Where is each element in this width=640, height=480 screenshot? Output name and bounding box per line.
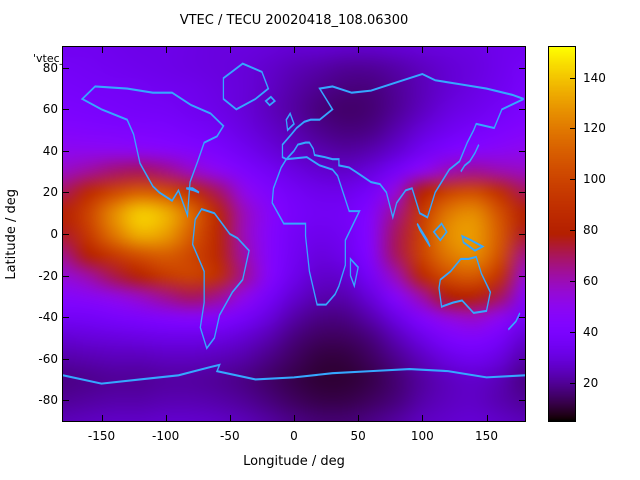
colorbar-tick-label: 120 [583,121,606,136]
coastline-madagascar [349,256,359,289]
y-tick-label: -40 [38,310,58,325]
map-plot-area [62,46,526,422]
coastline-british-isles [285,111,295,132]
plot-title: VTEC / TECU 20020418_108.06300 [179,13,409,28]
y-tick-label: 0 [50,227,58,241]
x-tick-label: -50 [220,429,240,443]
y-tick-label: 60 [42,102,58,117]
y-tick-label: 20 [42,185,58,200]
coastline-antarctica [63,363,525,385]
coastline-africa [271,156,361,306]
colorbar-tick-label: 40 [583,324,599,339]
coastlines-overlay [63,62,525,385]
coastline-australia [438,255,492,315]
x-tick-label: 150 [475,429,498,443]
y-tick-label: 40 [42,143,58,158]
y-tick-label: -80 [38,393,58,408]
colorbar-tick-label: 20 [583,375,599,390]
x-tick-label: 0 [290,429,298,443]
x-tick-label: -100 [152,429,180,443]
colorbar [548,46,576,422]
coastline-iceland [264,95,277,107]
coastline-south-america [191,207,250,350]
coastline-greenland [222,62,270,111]
coastline-north-america [80,85,225,219]
coastline-borneo [432,222,448,242]
y-axis-label-wrap: Latitude / deg [4,47,19,421]
coastline-new-guinea [461,234,485,252]
colorbar-tick-label: 80 [583,223,599,238]
x-axis-label: Longitude / deg [243,454,345,469]
coastline-new-zealand [507,312,521,331]
y-tick-label: -60 [38,351,58,366]
x-tick-label: -150 [87,429,116,443]
key-label: 'vtec_ [33,52,66,65]
vtec-heatmap-canvas [63,47,525,421]
y-axis-label: Latitude / deg [4,188,19,280]
y-tick-label: -20 [38,268,58,283]
colorbar-tick-label: 100 [583,172,606,187]
coastline-sumatra [416,222,431,248]
x-tick-label: 100 [410,429,434,443]
colorbar-tick-label: 140 [583,70,606,85]
coastline-cuba [186,187,200,194]
coastline-japan [460,144,480,173]
x-tick-label: 50 [350,429,366,443]
colorbar-gradient-canvas [549,47,575,421]
coastline-eurasia [281,72,524,221]
colorbar-tick-label: 60 [583,274,599,289]
